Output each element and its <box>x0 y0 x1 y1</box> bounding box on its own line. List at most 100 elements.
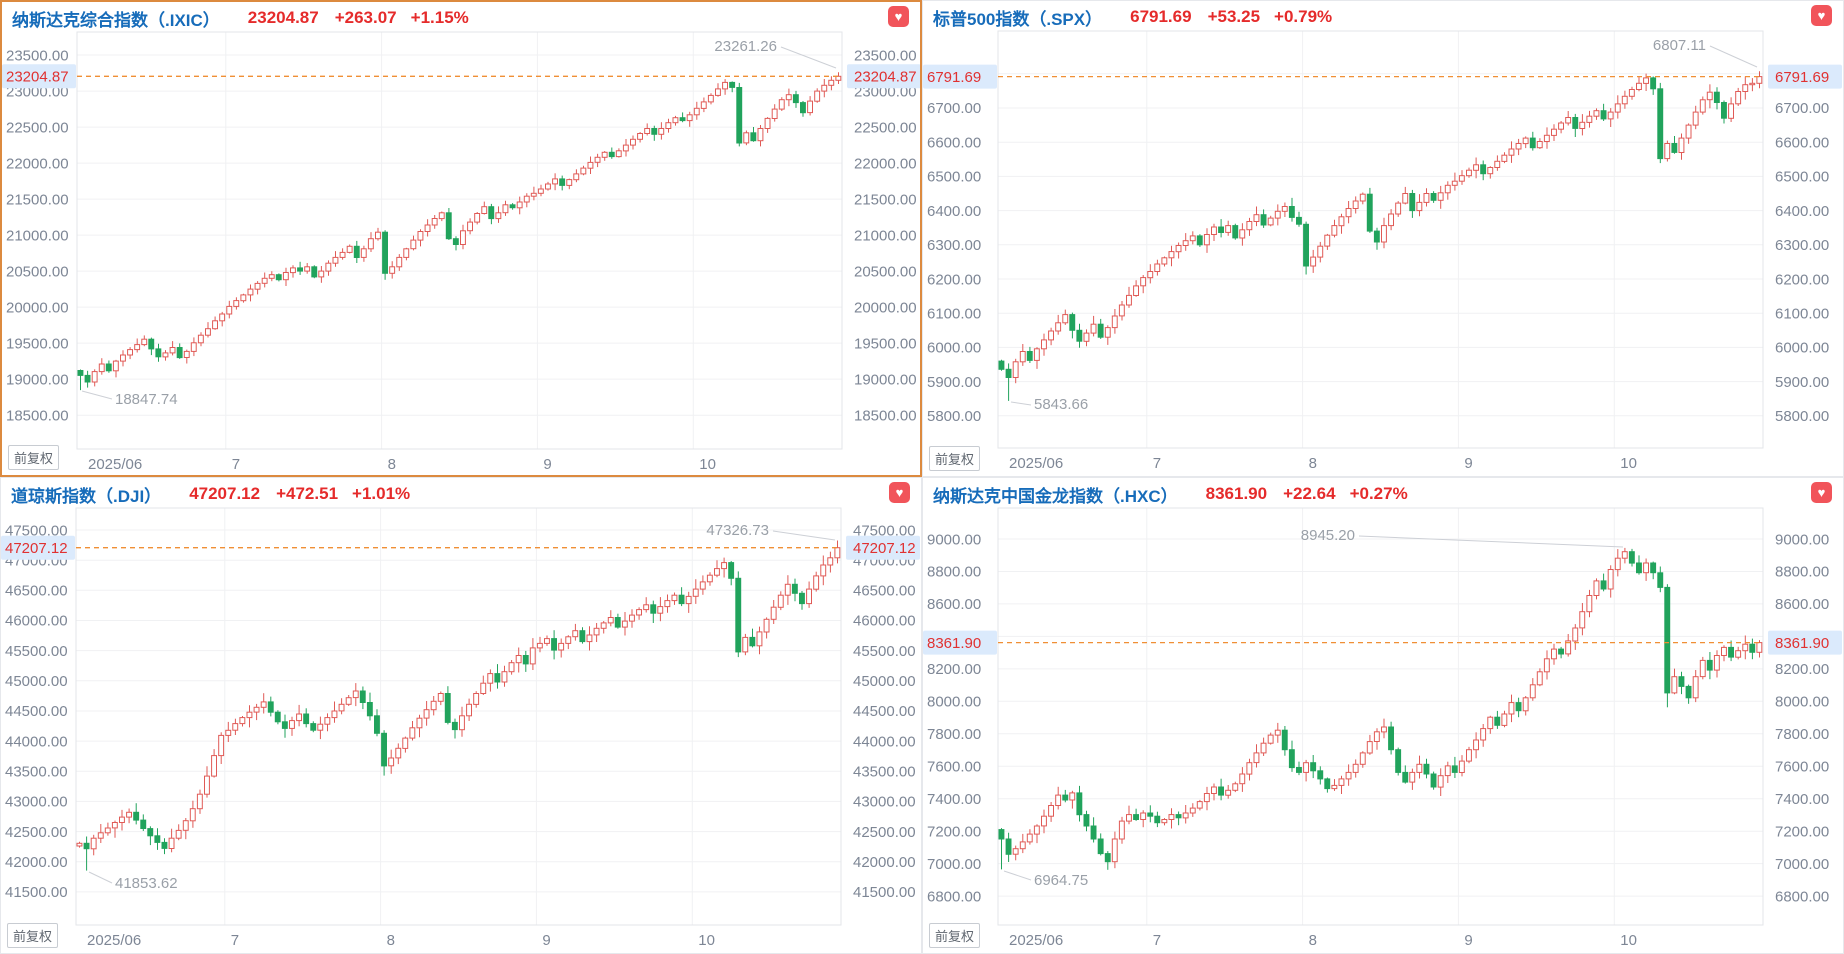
last-price-badge-right: 8361.90 <box>1768 630 1842 655</box>
svg-text:6100.00: 6100.00 <box>1775 305 1829 322</box>
svg-text:9: 9 <box>542 932 550 949</box>
svg-text:22500.00: 22500.00 <box>6 119 69 136</box>
svg-text:42500.00: 42500.00 <box>5 824 68 841</box>
y-axis-right-labels: 6800.006700.006600.006500.006400.006300.… <box>1775 66 1829 425</box>
plot-border <box>76 31 843 450</box>
price-grid <box>998 508 1763 925</box>
candles <box>77 72 842 391</box>
x-axis-labels: 2025/06 7 8 9 10 <box>1009 932 1637 949</box>
index-name: 纳斯达克综合指数（.IXIC） <box>12 10 220 30</box>
svg-text:8600.00: 8600.00 <box>1775 596 1829 613</box>
svg-text:7800.00: 7800.00 <box>927 726 981 743</box>
svg-text:6791.69: 6791.69 <box>1775 69 1829 86</box>
svg-text:6200.00: 6200.00 <box>927 271 981 288</box>
index-change-pct: +1.15% <box>410 8 469 27</box>
svg-text:7400.00: 7400.00 <box>927 791 981 808</box>
svg-text:47500.00: 47500.00 <box>853 522 916 539</box>
y-axis-left-labels: 9000.008800.008600.008400.008200.008000.… <box>927 531 981 905</box>
svg-text:5800.00: 5800.00 <box>927 408 981 425</box>
svg-text:46000.00: 46000.00 <box>5 613 68 630</box>
svg-text:6800.00: 6800.00 <box>927 888 981 905</box>
candlestick-chart[interactable]: 47326.7341853.6247500.0047000.0046500.00… <box>1 478 922 954</box>
last-price-badge-left: 23204.87 <box>2 64 76 89</box>
low-annotation: 5843.66 <box>1034 396 1088 413</box>
svg-text:7: 7 <box>231 932 239 949</box>
svg-text:23204.87: 23204.87 <box>854 69 917 86</box>
svg-text:6700.00: 6700.00 <box>1775 100 1829 117</box>
svg-text:20500.00: 20500.00 <box>854 263 917 280</box>
favorite-heart-icon[interactable]: ♥ <box>1811 5 1832 26</box>
svg-text:44500.00: 44500.00 <box>5 703 68 720</box>
svg-text:23500.00: 23500.00 <box>854 47 917 64</box>
index-change: +472.51 <box>276 484 339 503</box>
adjust-mode-button[interactable]: 前复权 <box>929 923 981 948</box>
last-price-badge-left: 6791.69 <box>923 64 997 89</box>
svg-text:45500.00: 45500.00 <box>5 643 68 660</box>
index-change-pct: +0.27% <box>1349 484 1408 503</box>
svg-text:19000.00: 19000.00 <box>854 371 917 388</box>
panel-ixic[interactable]: 纳斯达克综合指数（.IXIC） 23204.87 +263.07 +1.15% … <box>0 0 922 477</box>
y-axis-left-labels: 6800.006700.006600.006500.006400.006300.… <box>927 66 981 425</box>
favorite-heart-icon[interactable]: ♥ <box>1811 482 1832 503</box>
svg-text:8: 8 <box>1309 455 1317 472</box>
svg-text:10: 10 <box>1620 932 1637 949</box>
svg-text:7800.00: 7800.00 <box>1775 726 1829 743</box>
svg-text:47500.00: 47500.00 <box>5 522 68 539</box>
svg-text:7: 7 <box>232 456 240 473</box>
panel-hxc-title: 纳斯达克中国金龙指数（.HXC） 8361.90 +22.64 +0.27% <box>933 482 1408 506</box>
candlestick-chart[interactable]: 6807.115843.666800.006700.006600.006500.… <box>923 1 1844 477</box>
low-annotation: 18847.74 <box>115 391 178 408</box>
svg-text:46500.00: 46500.00 <box>5 583 68 600</box>
panel-spx[interactable]: 标普500指数（.SPX） 6791.69 +53.25 +0.79% ♥ 68… <box>922 0 1844 477</box>
svg-text:9000.00: 9000.00 <box>1775 531 1829 548</box>
candles <box>76 540 841 871</box>
favorite-heart-icon[interactable]: ♥ <box>889 482 910 503</box>
svg-text:6300.00: 6300.00 <box>1775 237 1829 254</box>
plot-border <box>75 507 842 926</box>
svg-text:8000.00: 8000.00 <box>1775 694 1829 711</box>
svg-text:5800.00: 5800.00 <box>1775 408 1829 425</box>
svg-text:21000.00: 21000.00 <box>6 227 69 244</box>
index-name: 道琼斯指数（.DJI） <box>11 486 162 506</box>
svg-text:6600.00: 6600.00 <box>927 134 981 151</box>
svg-text:7200.00: 7200.00 <box>1775 823 1829 840</box>
svg-text:19500.00: 19500.00 <box>854 335 917 352</box>
svg-text:44500.00: 44500.00 <box>853 703 916 720</box>
adjust-mode-button[interactable]: 前复权 <box>8 445 60 470</box>
adjust-mode-button[interactable]: 前复权 <box>929 446 981 471</box>
panel-hxc[interactable]: 纳斯达克中国金龙指数（.HXC） 8361.90 +22.64 +0.27% ♥… <box>922 477 1844 954</box>
index-price: 8361.90 <box>1205 484 1268 503</box>
svg-text:8361.90: 8361.90 <box>927 635 981 652</box>
candles <box>998 547 1763 870</box>
annotations: 8945.20 6964.75 <box>1003 527 1624 889</box>
panel-dji[interactable]: 道琼斯指数（.DJI） 47207.12 +472.51 +1.01% ♥ 47… <box>0 477 922 954</box>
last-price-badge-left: 47207.12 <box>1 535 75 560</box>
svg-text:9000.00: 9000.00 <box>927 531 981 548</box>
candlestick-chart[interactable]: 8945.206964.759000.008800.008600.008400.… <box>923 478 1844 954</box>
svg-text:19000.00: 19000.00 <box>6 371 69 388</box>
svg-text:7600.00: 7600.00 <box>927 759 981 776</box>
svg-text:7000.00: 7000.00 <box>927 856 981 873</box>
svg-text:22000.00: 22000.00 <box>6 155 69 172</box>
last-price-badge-left: 8361.90 <box>923 630 997 655</box>
svg-text:2025/06: 2025/06 <box>1009 932 1063 949</box>
svg-text:6800.00: 6800.00 <box>1775 888 1829 905</box>
candlestick-chart[interactable]: 23261.2618847.7423500.0023000.0022500.00… <box>2 2 922 477</box>
svg-text:42000.00: 42000.00 <box>5 854 68 871</box>
svg-text:10: 10 <box>698 932 715 949</box>
y-axis-left-labels: 47500.0047000.0046500.0046000.0045500.00… <box>5 522 68 901</box>
plot-border <box>997 30 1764 449</box>
adjust-mode-button[interactable]: 前复权 <box>7 923 59 948</box>
panel-spx-title: 标普500指数（.SPX） 6791.69 +53.25 +0.79% <box>933 5 1332 29</box>
svg-text:46500.00: 46500.00 <box>853 583 916 600</box>
svg-text:7600.00: 7600.00 <box>1775 759 1829 776</box>
svg-text:44000.00: 44000.00 <box>5 733 68 750</box>
y-axis-left-labels: 23500.0023000.0022500.0022000.0021500.00… <box>6 47 69 424</box>
svg-text:9: 9 <box>543 456 551 473</box>
favorite-heart-icon[interactable]: ♥ <box>888 6 909 27</box>
price-grid <box>998 31 1763 448</box>
svg-text:20500.00: 20500.00 <box>6 263 69 280</box>
high-annotation: 47326.73 <box>706 522 769 539</box>
svg-text:2025/06: 2025/06 <box>88 456 142 473</box>
svg-text:8800.00: 8800.00 <box>927 564 981 581</box>
